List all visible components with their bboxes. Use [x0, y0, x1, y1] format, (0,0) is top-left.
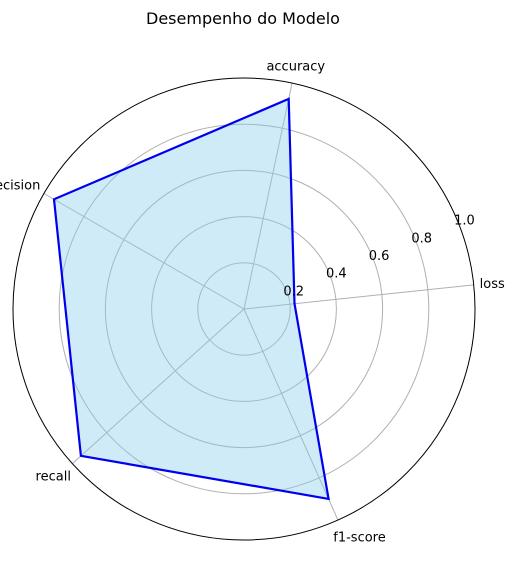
- chart-title: Desempenho do Modelo: [146, 9, 340, 28]
- spoke-accuracy: [243, 82, 293, 310]
- spoke-loss: [243, 284, 474, 310]
- spoke-recall: [71, 308, 245, 464]
- r-tick-label-4: 1.0: [454, 214, 475, 229]
- r-tick-label-0: 0.2: [283, 284, 304, 299]
- r-tick-label-2: 0.6: [369, 249, 390, 264]
- grid-circle-3: [58, 123, 430, 495]
- axis-label-recall: recall: [36, 470, 71, 485]
- axis-label-f1-score: f1-score: [333, 530, 385, 545]
- grid-circle-0: [197, 262, 291, 356]
- data-layer: [52, 97, 330, 501]
- r-tick-label-1: 0.4: [326, 267, 347, 282]
- grid-layer: [12, 77, 476, 541]
- axis-label-precision: precision: [0, 179, 40, 194]
- grid-circle-1: [151, 216, 337, 402]
- data-line: [52, 97, 330, 501]
- label-layer: accuracy precision recall f1-score loss 0.2 0.…: [0, 59, 505, 545]
- spoke-precision: [43, 193, 245, 310]
- data-fill: [54, 98, 329, 499]
- axis-label-loss: loss: [480, 277, 505, 292]
- grid-circle-2: [104, 169, 384, 449]
- axis-label-accuracy: accuracy: [266, 59, 325, 74]
- spoke-f1-score: [243, 308, 339, 521]
- outer-frame: [12, 77, 476, 541]
- r-tick-label-3: 0.8: [411, 231, 432, 246]
